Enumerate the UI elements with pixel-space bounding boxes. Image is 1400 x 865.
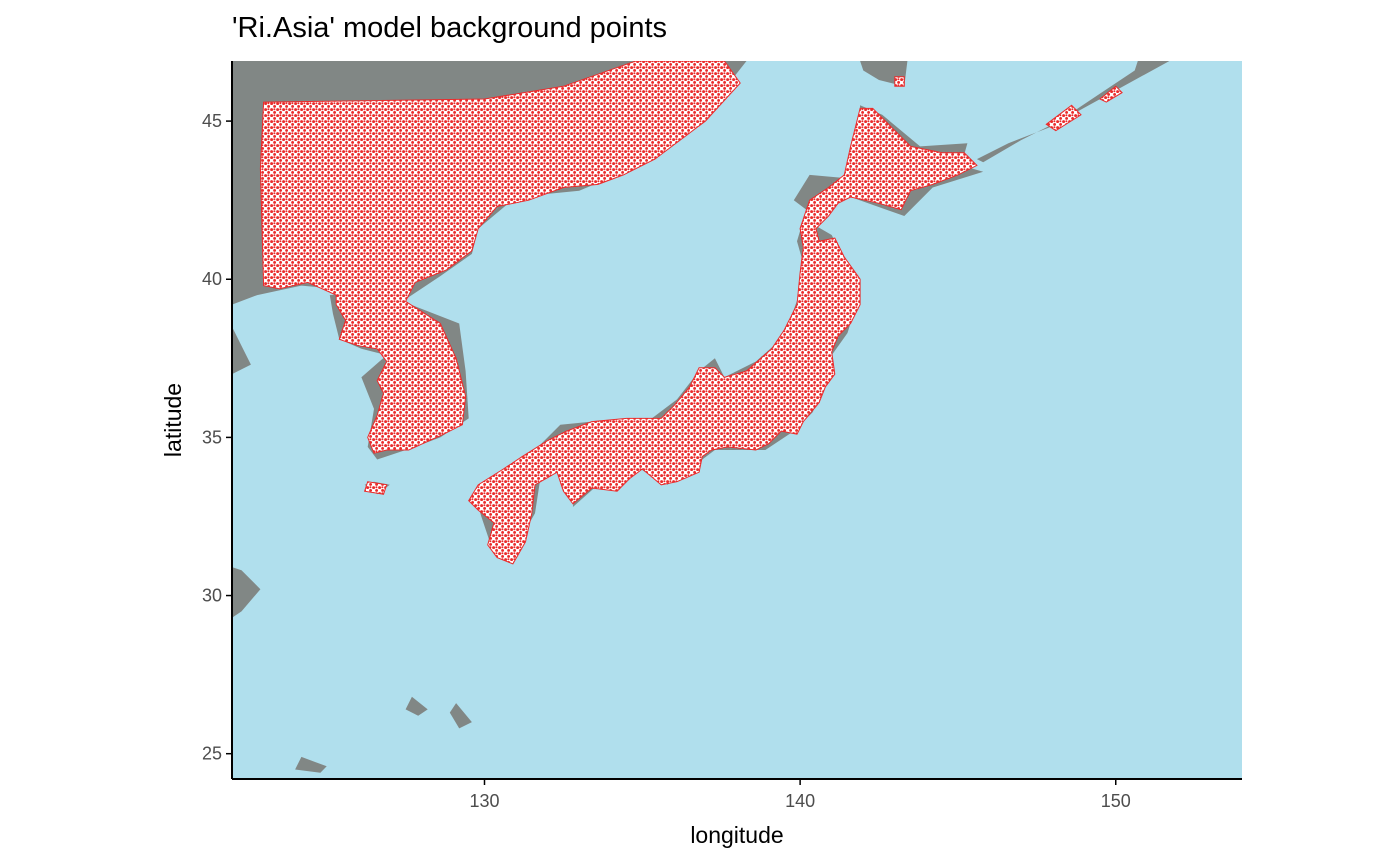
map-panel [232,61,1242,779]
y-axis-title: latitude [160,383,186,457]
land-polygon [295,756,327,773]
x-tick-label: 150 [1101,791,1131,811]
land-polygon [976,61,1170,163]
background-points-region [1045,104,1082,132]
background-points-region [894,76,905,87]
x-axis-title: longitude [690,822,783,848]
y-tick-label: 25 [202,744,222,764]
y-tick-label: 40 [202,269,222,289]
land-polygon [405,696,428,716]
land-polygon [232,326,251,375]
y-tick-label: 45 [202,111,222,131]
background-points-region [363,481,388,495]
land-polygon [232,567,261,618]
x-ticks: 130 140 150 [469,779,1131,811]
x-tick-label: 130 [469,791,499,811]
x-tick-label: 140 [785,791,815,811]
background-points-layer [259,61,1123,565]
axes: 130 140 150 25 30 35 40 45 longitude latitude [160,61,1242,848]
land-polygon [449,703,472,729]
background-points-region [1099,85,1123,103]
background-points-region [259,61,741,454]
y-ticks: 25 30 35 40 45 [202,111,232,764]
y-tick-label: 30 [202,586,222,606]
chart-title: 'Ri.Asia' model background points [232,12,668,44]
y-tick-label: 35 [202,427,222,447]
background-points-region [468,107,978,565]
